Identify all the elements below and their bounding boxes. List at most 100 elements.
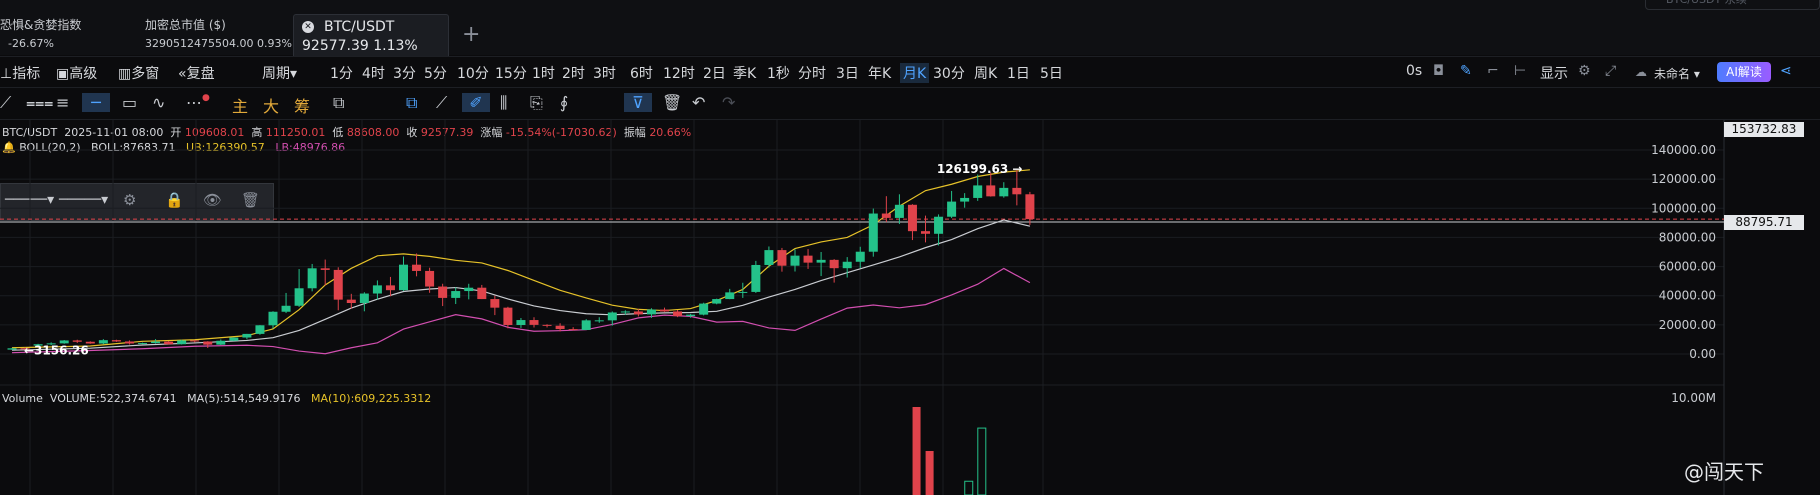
candle-body — [594, 320, 604, 322]
ai-interpret-button[interactable]: AI解读 — [1717, 62, 1771, 82]
advanced-button[interactable]: ▣高级 — [56, 66, 98, 82]
interval-10[interactable]: 12时 — [663, 66, 695, 82]
candle-body — [894, 204, 904, 218]
ticker-tab-fear-greed[interactable]: 恐惧&贪婪指数 -26.67% — [0, 0, 150, 55]
interval-6[interactable]: 1时 — [532, 66, 555, 82]
layout-name-label: 未命名 — [1654, 67, 1691, 81]
candle-body — [7, 348, 17, 350]
interval-3[interactable]: 5分 — [424, 66, 447, 82]
camera-icon[interactable]: ◘ — [1433, 63, 1445, 79]
layout-name-dropdown[interactable]: 未命名 ▾ — [1654, 67, 1700, 81]
y-tick-label: 140000.00 — [1651, 143, 1716, 157]
tab-strip: 恐惧&贪婪指数 -26.67% 加密总市值 ($) 3290512475504.… — [0, 0, 1820, 56]
candle-body — [1025, 194, 1035, 220]
compare-icon[interactable]: ⧉ — [333, 93, 345, 112]
interval-17[interactable]: 月K — [900, 63, 930, 83]
interval-14[interactable]: 分时 — [798, 66, 826, 82]
ticker-value: 3290512475504.00 0.93% — [145, 37, 292, 50]
candle-body — [281, 305, 291, 312]
add-tab-button[interactable]: + — [462, 22, 481, 47]
candle-style-icon[interactable]: ⫼ — [500, 93, 508, 112]
candle-body — [490, 299, 500, 308]
candle-body — [203, 341, 213, 345]
pen-icon[interactable]: ✎ — [1460, 63, 1472, 79]
indicator-button[interactable]: ⊥指标 — [0, 66, 41, 82]
template-icon[interactable]: ⎘ — [530, 93, 543, 112]
replay-button[interactable]: «复盘 — [178, 66, 215, 82]
hlines-tool-icon[interactable]: ⩶ — [26, 93, 54, 112]
interval-8[interactable]: 3时 — [593, 66, 616, 82]
candle-body — [294, 288, 304, 306]
period-dropdown[interactable]: 周期▾ — [262, 66, 298, 82]
candle-body — [738, 291, 748, 293]
ticker-tab-market-cap[interactable]: 加密总市值 ($) 3290512475504.00 0.93% — [145, 0, 295, 55]
candle-body — [46, 343, 56, 345]
interval-9[interactable]: 6时 — [630, 66, 653, 82]
interval-4[interactable]: 10分 — [457, 66, 489, 82]
interval-7[interactable]: 2时 — [562, 66, 585, 82]
interval-5[interactable]: 15分 — [495, 66, 527, 82]
alert-icon[interactable]: ⌐ — [1487, 63, 1499, 79]
chip-button[interactable]: 筹 — [294, 97, 311, 116]
interval-19[interactable]: 周K — [974, 66, 998, 82]
crosshair-icon[interactable]: ⊢ — [1514, 63, 1527, 79]
price-chart[interactable]: 140000.00 120000.00 100000.00 80000.00 60000… — [0, 120, 1820, 495]
interval-13[interactable]: 1秒 — [767, 66, 790, 82]
y-tick-label: 100000.00 — [1651, 201, 1716, 215]
eye-icon[interactable]: 👁 — [203, 191, 223, 209]
more-tools-icon[interactable]: ⋯● — [186, 93, 210, 112]
bell-icon[interactable]: 🔔 — [2, 141, 16, 154]
advanced-label: 高级 — [69, 66, 98, 82]
multi-window-label: 多窗 — [131, 66, 160, 82]
interval-21[interactable]: 5日 — [1040, 66, 1063, 82]
settings-icon[interactable]: ⚙ — [123, 191, 137, 209]
interval-16[interactable]: 年K — [868, 66, 892, 82]
copy-icon[interactable]: ⧉ — [406, 93, 418, 112]
toolbar-drawing: ⟋ ⩶ ≡ ─ ▭ ∿ ⋯● 主 大 筹 ⧉ ⧉ ⟋ ✐ ⫼ ⎘ ∮ ⊽ 🗑 ↶… — [0, 87, 1820, 120]
parallel-tool-icon[interactable]: ≡ — [56, 93, 70, 112]
trash-icon[interactable]: 🗑 — [662, 93, 683, 112]
line-style-dropdown[interactable]: ─────▾ — [59, 192, 109, 208]
interval-0[interactable]: 1分 — [330, 66, 353, 82]
info-high: 111250.01 — [265, 126, 326, 139]
interval-20[interactable]: 1日 — [1007, 66, 1030, 82]
info-amp: 20.66% — [649, 126, 692, 139]
redo-icon[interactable]: ↷ — [722, 93, 736, 112]
rectangle-tool-icon[interactable]: ▭ — [122, 93, 138, 112]
ruler-icon[interactable]: ⟋ — [436, 93, 448, 112]
interval-1[interactable]: 4时 — [362, 66, 385, 82]
magnet-icon[interactable]: ∮ — [560, 93, 569, 112]
multi-window-button[interactable]: ▥多窗 — [118, 66, 160, 82]
trash-icon[interactable]: 🗑 — [241, 191, 261, 209]
lock-icon[interactable]: 🔒 — [165, 191, 184, 209]
interval-11[interactable]: 2日 — [703, 66, 726, 82]
info-low-label: 低 — [332, 126, 344, 139]
horizontal-line-tool-icon[interactable]: ─ — [82, 93, 110, 112]
close-icon[interactable]: ✕ — [302, 21, 314, 33]
wave-tool-icon[interactable]: ∿ — [152, 93, 166, 112]
main-indicator-button[interactable]: 主 — [232, 97, 249, 116]
candle-body — [372, 285, 382, 294]
info-amp-label: 振幅 — [623, 126, 646, 139]
interval-12[interactable]: 季K — [733, 66, 757, 82]
interval-18[interactable]: 30分 — [933, 66, 965, 82]
interval-2[interactable]: 3分 — [393, 66, 416, 82]
share-icon[interactable]: ⋖ — [1780, 63, 1792, 79]
display-button[interactable]: 显示 — [1540, 66, 1568, 82]
boll-ub: UB:126390.57 — [186, 141, 265, 154]
fullscreen-icon[interactable]: ⤢ — [1605, 63, 1617, 79]
cloud-icon[interactable]: ☁ — [1635, 65, 1647, 79]
candle-body — [686, 314, 696, 317]
boll-name: BOLL(20,2) — [19, 141, 81, 154]
draw-mode-icon[interactable]: ✐ — [462, 93, 490, 112]
undo-icon[interactable]: ↶ — [692, 93, 706, 112]
settings-icon[interactable]: ⚙ — [1578, 63, 1591, 79]
active-symbol-tab[interactable]: ✕ BTC/USDT 92577.39 1.13% — [293, 14, 449, 56]
volume-bar — [964, 480, 974, 495]
filter-icon[interactable]: ⊽ — [624, 93, 652, 112]
symbol-search-input[interactable]: BTC/USDT 永续 — [1645, 0, 1820, 10]
big-order-button[interactable]: 大 — [263, 97, 280, 116]
candle-body — [803, 255, 813, 263]
line-tool-icon[interactable]: ⟋ — [0, 93, 12, 112]
interval-15[interactable]: 3日 — [836, 66, 859, 82]
